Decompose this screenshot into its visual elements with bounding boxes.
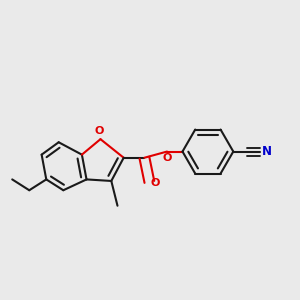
Text: O: O [94,126,104,136]
Text: N: N [261,145,272,158]
Text: O: O [163,153,172,164]
Text: O: O [150,178,160,188]
